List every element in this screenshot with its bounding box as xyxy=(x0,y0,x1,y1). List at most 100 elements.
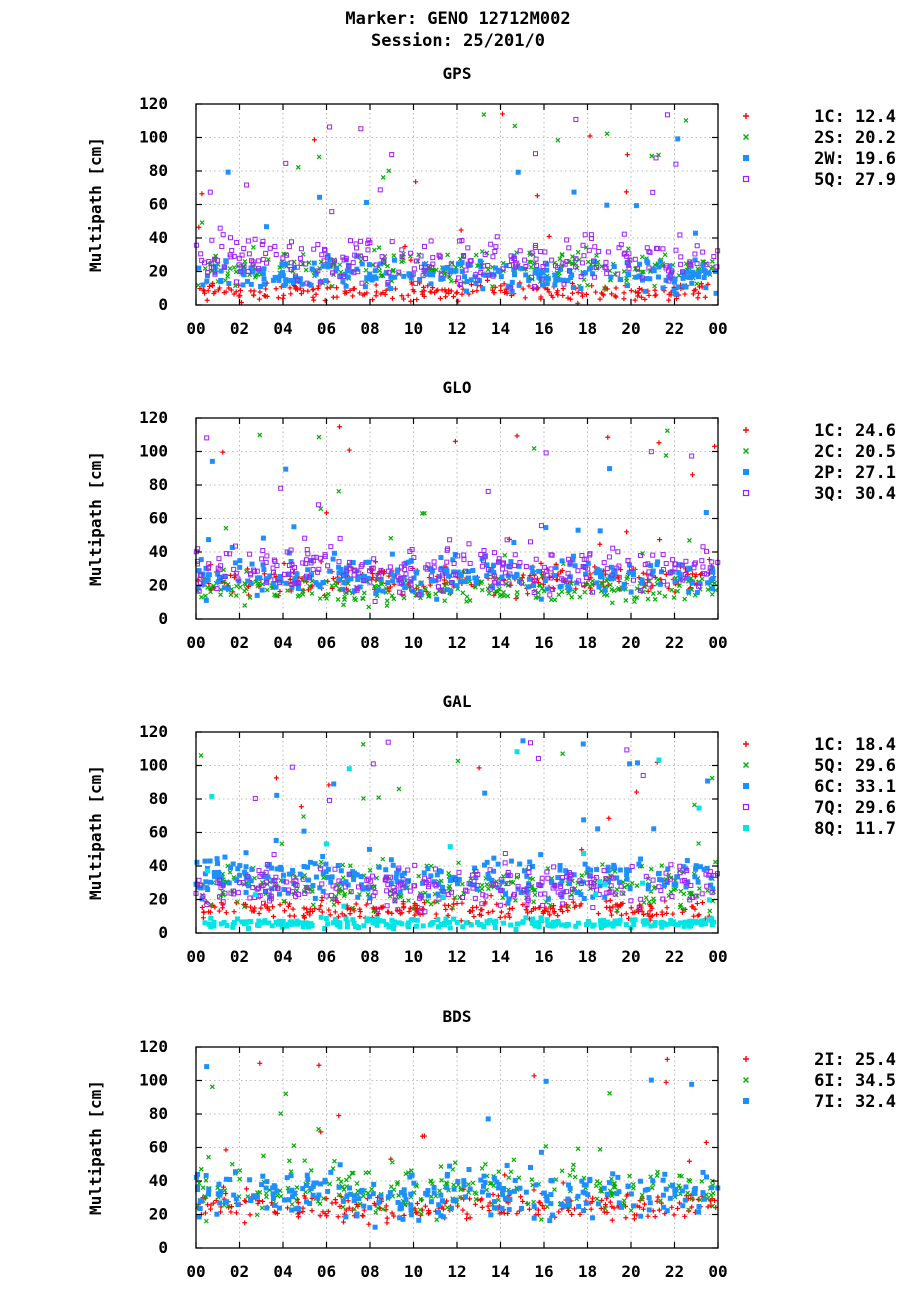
point-2w xyxy=(534,267,540,273)
point-2s xyxy=(710,264,715,270)
point-3q xyxy=(216,556,222,562)
point-7i xyxy=(585,1192,591,1198)
point-5q xyxy=(711,254,717,260)
point-1c xyxy=(555,288,561,294)
point-2c xyxy=(669,587,675,593)
point-2w xyxy=(196,265,202,271)
point-3q xyxy=(197,572,203,578)
point-7i xyxy=(227,1177,233,1183)
point-6c xyxy=(350,869,356,875)
point-7q xyxy=(273,874,279,880)
point-6i xyxy=(402,1201,408,1207)
point-5q xyxy=(389,152,395,158)
y-tick-label: 120 xyxy=(139,722,168,741)
legend-marker-7q xyxy=(742,803,750,811)
point-2c xyxy=(535,590,541,596)
point-6i xyxy=(621,1198,627,1204)
point-8q xyxy=(330,920,336,926)
point-2s xyxy=(303,267,309,273)
point-6i xyxy=(689,1196,695,1202)
point-6c xyxy=(367,895,373,901)
point-6c xyxy=(597,883,603,889)
point-7i xyxy=(531,1215,537,1221)
point-6i xyxy=(686,1207,692,1213)
point-2c xyxy=(257,432,263,438)
point-7i xyxy=(527,1164,533,1170)
point-3q xyxy=(439,572,445,578)
point-2c xyxy=(242,588,248,594)
point-6c xyxy=(683,884,689,890)
point-1c xyxy=(263,286,269,292)
point-6c xyxy=(582,861,588,867)
point-2w xyxy=(366,262,372,268)
point-3q xyxy=(276,579,282,585)
point-7i xyxy=(385,1194,391,1200)
point-2i xyxy=(531,1073,537,1079)
point-6c xyxy=(636,861,642,867)
point-7i xyxy=(216,1181,222,1187)
point-5q xyxy=(430,261,436,267)
point-2w xyxy=(669,269,675,275)
point-1c xyxy=(559,904,565,910)
point-6c xyxy=(627,761,633,767)
point-5q xyxy=(456,860,461,866)
point-2w xyxy=(703,285,709,291)
point-1c xyxy=(621,290,627,296)
point-7i xyxy=(276,1205,282,1211)
point-1c xyxy=(597,541,603,547)
point-7q xyxy=(326,797,332,803)
point-3q xyxy=(217,567,223,573)
point-2p xyxy=(491,569,497,575)
point-2w xyxy=(552,282,558,288)
point-2c xyxy=(539,585,545,591)
point-7i xyxy=(315,1195,321,1201)
point-2w xyxy=(592,258,598,264)
point-2c xyxy=(650,591,656,597)
point-8q xyxy=(605,919,611,925)
point-6c xyxy=(595,826,601,832)
point-8q xyxy=(392,919,398,925)
point-1c xyxy=(282,908,288,914)
point-2w xyxy=(675,136,681,142)
point-7i xyxy=(423,1190,429,1196)
x-tick-label: 18 xyxy=(578,633,597,652)
point-3q xyxy=(531,578,537,584)
point-7i xyxy=(356,1196,362,1202)
point-2c xyxy=(433,591,439,597)
point-7i xyxy=(646,1195,652,1201)
legend-entry-2w: 2W: 19.6 xyxy=(814,149,896,169)
legend-entry-7q: 7Q: 29.6 xyxy=(814,798,896,818)
point-2w xyxy=(279,261,285,267)
point-3q xyxy=(496,556,502,562)
point-2w xyxy=(554,277,560,283)
point-7i xyxy=(435,1209,441,1215)
point-7i xyxy=(519,1205,525,1211)
point-2c xyxy=(208,589,214,595)
point-5q xyxy=(492,249,498,255)
point-7q xyxy=(237,880,243,886)
point-2p xyxy=(267,573,273,579)
point-5q xyxy=(297,255,303,261)
point-6c xyxy=(602,894,608,900)
y-tick-label: 0 xyxy=(158,609,168,628)
point-6c xyxy=(313,874,319,880)
point-7i xyxy=(587,1178,593,1184)
point-2p xyxy=(283,580,289,586)
point-5q xyxy=(484,882,490,887)
point-2p xyxy=(608,564,614,570)
point-7q xyxy=(515,873,521,879)
point-7i xyxy=(455,1179,461,1185)
point-2p xyxy=(195,585,201,591)
point-7q xyxy=(289,764,295,770)
point-2w xyxy=(580,271,586,277)
point-2c xyxy=(401,595,407,601)
point-5q xyxy=(465,245,471,251)
point-7i xyxy=(663,1186,669,1192)
point-6i xyxy=(525,1201,531,1207)
point-2p xyxy=(466,575,472,581)
point-6i xyxy=(408,1168,414,1173)
point-7q xyxy=(483,893,489,899)
point-2c xyxy=(351,596,357,601)
point-2s xyxy=(255,272,260,278)
point-6c xyxy=(335,862,341,868)
